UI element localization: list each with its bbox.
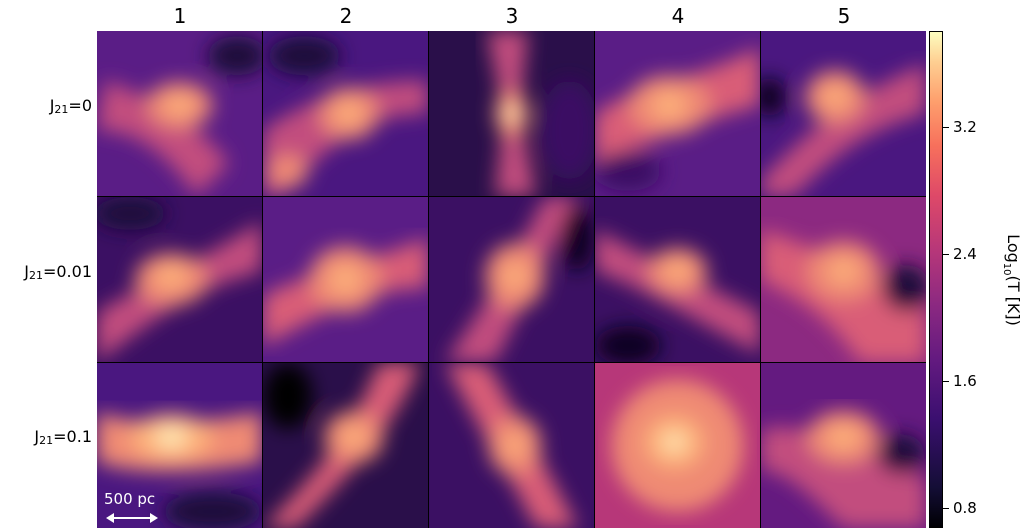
temperature-map-panel: [595, 363, 760, 528]
temperature-map-panel: [761, 197, 926, 362]
row-label-j21-001: J21=0.01: [24, 262, 92, 282]
temperature-map-panel: [263, 197, 428, 362]
column-label-4: 4: [671, 4, 685, 28]
temperature-map-grid: [97, 31, 926, 528]
temperature-map-panel: [97, 31, 262, 196]
temperature-map-panel: [595, 31, 760, 196]
column-label-1: 1: [173, 4, 187, 28]
temperature-map-panel: [429, 197, 594, 362]
colorbar: [929, 31, 943, 528]
colorbar-tick-label: 0.8: [953, 499, 977, 517]
column-label-3: 3: [505, 4, 519, 28]
temperature-map-panel: [97, 197, 262, 362]
temperature-map-panel: [761, 363, 926, 528]
scale-bar-label: 500 pc: [104, 490, 156, 508]
colorbar-tick-label: 3.2: [953, 118, 977, 136]
scale-bar-arrow-icon: [106, 513, 158, 523]
colorbar-title: Log10(T [K]): [1000, 234, 1024, 326]
row-label-j21-0: J21=0: [49, 96, 92, 116]
row-label-j21-01: J21=0.1: [34, 427, 92, 447]
colorbar-tick: [943, 381, 949, 382]
temperature-map-panel: [263, 31, 428, 196]
colorbar-tick: [943, 127, 949, 128]
colorbar-tick: [943, 508, 949, 509]
temperature-map-panel: [429, 31, 594, 196]
colorbar-tick-label: 1.6: [953, 372, 977, 390]
temperature-map-panel: [263, 363, 428, 528]
colorbar-tick-label: 2.4: [953, 245, 977, 263]
temperature-map-panel: [429, 363, 594, 528]
colorbar-tick: [943, 254, 949, 255]
column-label-2: 2: [339, 4, 353, 28]
temperature-map-panel: [595, 197, 760, 362]
temperature-map-panel: [761, 31, 926, 196]
temperature-map-panel: [97, 363, 262, 528]
column-label-5: 5: [837, 4, 851, 28]
